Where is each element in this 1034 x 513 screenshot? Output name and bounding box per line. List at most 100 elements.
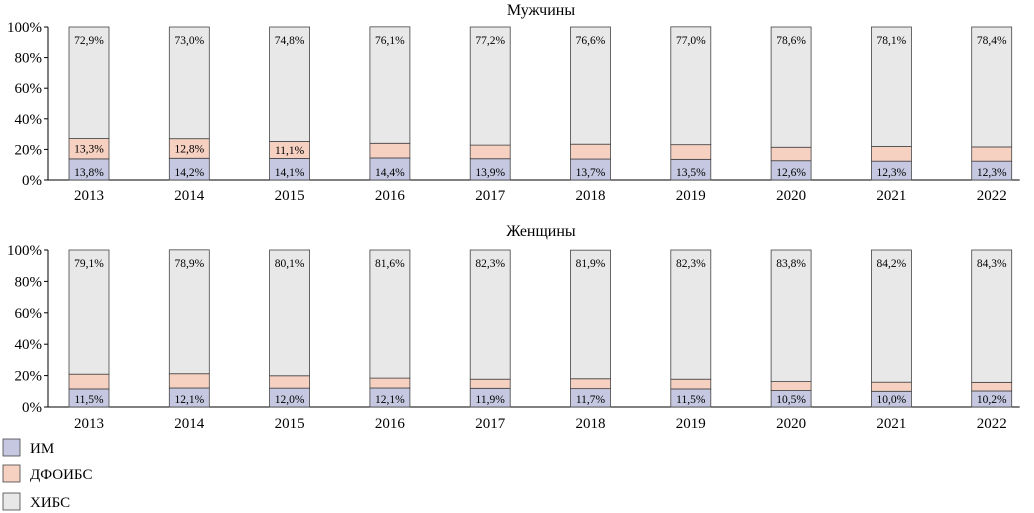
- data-label: 82,3%: [676, 258, 706, 270]
- bar-segment-women-2021-1: [871, 381, 912, 392]
- bar-segment-men-2022-2: [971, 26, 1013, 148]
- data-label: 72,9%: [74, 35, 104, 47]
- data-label: 80,1%: [275, 258, 305, 270]
- bar-segment-men-2019-1: [670, 144, 712, 160]
- x-tick-label: 2018: [576, 188, 606, 204]
- bar-segment-men-2021-1: [871, 146, 912, 162]
- bar-segment-men-2020-2: [770, 26, 812, 148]
- data-label: 12,1%: [375, 394, 405, 406]
- data-label: 12,3%: [877, 167, 907, 179]
- data-label: 11,5%: [676, 394, 706, 406]
- x-tick-label: 2016: [375, 188, 406, 204]
- data-label: 81,6%: [375, 258, 405, 270]
- chart-title: Мужчины: [507, 2, 575, 19]
- data-label: 76,1%: [375, 35, 405, 47]
- x-tick-label: 2021: [876, 416, 906, 432]
- bar-segment-men-2017-1: [469, 144, 511, 160]
- y-tick-label: 20%: [15, 369, 43, 385]
- bar-segment-men-2018-2: [570, 26, 611, 145]
- bar-segment-men-2015-2: [269, 26, 311, 142]
- chart-panel-women: Женщины0%20%40%60%80%100%11,5%9,4%79,1%2…: [7, 223, 1020, 432]
- data-label: 84,3%: [977, 258, 1007, 270]
- legend-swatch: [2, 464, 21, 483]
- bar-segment-women-2019-2: [670, 249, 712, 380]
- bar-segment-women-2022-1: [971, 381, 1013, 392]
- bar-segment-women-2014-1: [168, 373, 210, 389]
- bar-segment-women-2015-1: [269, 375, 311, 389]
- bar-segment-men-2017-2: [469, 26, 511, 146]
- bar-segment-women-2018-1: [570, 378, 611, 390]
- y-tick-label: 80%: [15, 274, 43, 290]
- data-label: 10,2%: [977, 394, 1007, 406]
- bar-segment-men-2016-1: [369, 142, 411, 159]
- data-label: 78,1%: [877, 35, 907, 47]
- bar-segment-men-2018-1: [570, 143, 611, 160]
- bar-segment-men-2016-2: [369, 26, 411, 144]
- data-label: 11,1%: [275, 145, 305, 157]
- chart-panel-men: Мужчины 0% 20% 40% 60% 80% 100% 13,8% 13,3% 72,9%…: [7, 2, 1020, 204]
- data-label: 12,1%: [174, 394, 204, 406]
- data-label: 13,3%: [74, 144, 104, 156]
- x-tick-label: 2022: [977, 416, 1007, 432]
- y-tick-label: 60%: [15, 306, 43, 322]
- x-tick-label: 2014: [174, 188, 205, 204]
- bar-segment-women-2016-2: [369, 249, 411, 379]
- bar-segment-women-2020-2: [770, 249, 812, 382]
- x-tick-label: 2015: [275, 188, 305, 204]
- data-label: 12,6%: [776, 167, 806, 179]
- x-tick-label: 2014: [174, 416, 205, 432]
- bar-segment-women-2019-1: [670, 378, 712, 390]
- data-label: 79,1%: [74, 258, 104, 270]
- data-label: 13,7%: [576, 167, 606, 179]
- x-tick-label: 2018: [576, 416, 606, 432]
- bar-segment-women-2017-1: [469, 378, 511, 389]
- y-tick-label: 40%: [15, 112, 43, 128]
- data-label: 81,9%: [576, 258, 606, 270]
- x-tick-label: 2021: [876, 188, 906, 204]
- y-tick-label: 80%: [15, 51, 43, 67]
- bar-segment-men-2014-2: [168, 26, 210, 140]
- data-label: 73,0%: [174, 35, 204, 47]
- bar-segment-men-2013-2: [68, 26, 110, 139]
- bar-segment-women-2013-2: [68, 249, 110, 375]
- data-label: 12,0%: [275, 394, 305, 406]
- bar-segment-men-2019-2: [670, 26, 712, 146]
- x-tick-label: 2020: [776, 416, 806, 432]
- x-tick-label: 2019: [676, 188, 706, 204]
- data-label: 77,0%: [676, 35, 706, 47]
- data-label: 78,6%: [776, 35, 806, 47]
- data-label: 77,2%: [475, 35, 505, 47]
- y-tick-label: 60%: [15, 81, 43, 97]
- data-label: 14,2%: [174, 167, 204, 179]
- y-tick-label: 0%: [22, 173, 42, 189]
- data-label: 10,5%: [776, 394, 806, 406]
- legend-label: ХИБС: [30, 495, 70, 511]
- x-tick-label: 2013: [74, 416, 104, 432]
- y-tick-label: 100%: [7, 20, 42, 36]
- data-label: 83,8%: [776, 258, 806, 270]
- x-tick-label: 2015: [275, 416, 305, 432]
- data-label: 14,1%: [275, 167, 305, 179]
- data-label: 82,3%: [475, 258, 505, 270]
- legend-swatch: [2, 492, 21, 511]
- legend: ИМ ДФОИБС ХИБС: [2, 438, 92, 511]
- data-label: 11,9%: [476, 394, 506, 406]
- y-tick-label: 20%: [15, 142, 43, 158]
- chart-title: Женщины: [506, 223, 576, 240]
- bar-segment-men-2021-2: [871, 26, 912, 147]
- x-tick-label: 2020: [776, 188, 806, 204]
- data-label: 13,9%: [475, 167, 505, 179]
- legend-label: ИМ: [30, 441, 54, 457]
- data-label: 12,3%: [977, 167, 1007, 179]
- bar-segment-men-2022-1: [971, 146, 1013, 162]
- bar-segment-women-2016-1: [369, 377, 411, 389]
- x-tick-label: 2017: [475, 416, 506, 432]
- bar-segment-men-2020-1: [770, 146, 812, 162]
- bar-segment-women-2017-2: [469, 249, 511, 380]
- bar-segment-women-2020-1: [770, 381, 812, 391]
- data-label: 12,8%: [174, 143, 204, 155]
- legend-label: ДФОИБС: [30, 467, 92, 483]
- bar-segment-women-2013-1: [68, 373, 110, 390]
- data-label: 13,8%: [74, 167, 104, 179]
- data-label: 84,2%: [877, 258, 907, 270]
